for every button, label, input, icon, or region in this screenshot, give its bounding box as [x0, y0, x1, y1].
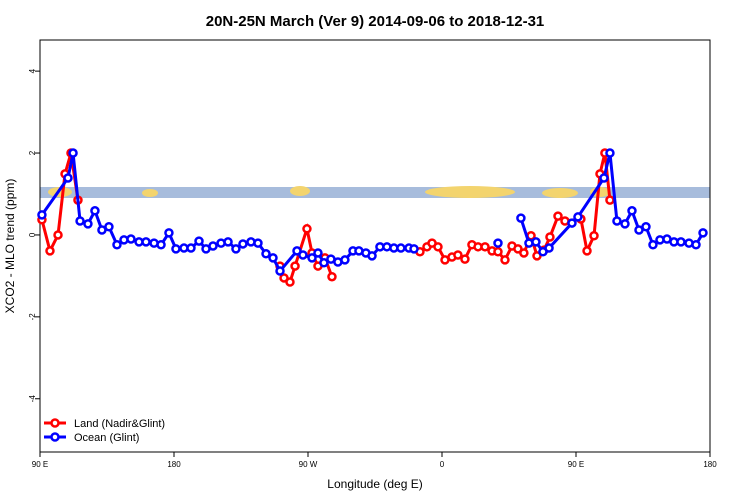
point	[83, 219, 93, 229]
point	[573, 212, 583, 222]
point	[513, 244, 523, 254]
legend-marker	[50, 418, 60, 428]
x-tick-label: 180	[703, 460, 717, 469]
map-strip	[40, 186, 710, 198]
point	[433, 242, 443, 252]
point	[298, 250, 308, 260]
y-tick-label: 2	[28, 150, 37, 155]
point	[126, 234, 136, 244]
point	[545, 232, 555, 242]
point	[605, 195, 615, 205]
point	[544, 243, 554, 253]
point	[302, 224, 312, 234]
legend-label: Land (Nadir&Glint)	[74, 418, 165, 430]
point	[612, 216, 622, 226]
point	[68, 148, 78, 158]
point	[620, 219, 630, 229]
point	[53, 230, 63, 240]
point	[285, 277, 295, 287]
point	[253, 238, 263, 248]
point	[194, 236, 204, 246]
point	[45, 246, 55, 256]
point	[605, 148, 615, 158]
point	[313, 248, 323, 258]
x-tick-label: 90 E	[568, 460, 584, 469]
point	[519, 248, 529, 258]
point	[104, 222, 114, 232]
point	[599, 173, 609, 183]
point	[290, 261, 300, 271]
point	[676, 237, 686, 247]
y-tick-label: 4	[28, 68, 37, 73]
point	[279, 273, 289, 283]
point	[231, 244, 241, 254]
point	[90, 206, 100, 216]
point	[516, 213, 526, 223]
point	[319, 258, 329, 268]
x-axis-title: Longitude (deg E)	[327, 477, 422, 491]
point	[500, 255, 510, 265]
point	[327, 271, 337, 282]
legend-label: Ocean (Glint)	[74, 432, 139, 444]
point	[37, 210, 47, 220]
point	[396, 243, 406, 253]
point	[627, 206, 637, 216]
point	[268, 253, 278, 263]
point	[460, 254, 470, 264]
point	[63, 173, 73, 183]
chart-title: 20N-25N March (Ver 9) 2014-09-06 to 2018…	[206, 13, 545, 30]
y-tick-label: -4	[28, 395, 37, 403]
point	[223, 237, 233, 247]
x-tick-label: 90 E	[32, 460, 48, 469]
x-tick-label: 90 W	[299, 460, 318, 469]
point	[367, 251, 377, 261]
point	[171, 244, 181, 254]
point	[589, 231, 599, 241]
point	[634, 225, 644, 235]
y-tick-label: 0	[28, 232, 37, 237]
point	[156, 240, 166, 250]
x-tick-label: 0	[440, 460, 445, 469]
point	[307, 253, 317, 263]
point	[75, 216, 85, 226]
point	[208, 241, 218, 251]
point	[532, 251, 542, 261]
point	[409, 244, 419, 254]
legend-marker	[50, 432, 60, 442]
x-tick-label: 180	[167, 460, 181, 469]
point	[531, 237, 541, 247]
point	[238, 239, 248, 249]
y-axis-title: XCO2 - MLO trend (ppm)	[3, 179, 17, 314]
point	[340, 255, 350, 265]
point	[112, 240, 122, 250]
point	[186, 243, 196, 253]
point	[582, 246, 592, 256]
point	[141, 237, 151, 247]
point	[292, 246, 302, 256]
point	[493, 238, 503, 248]
point	[164, 228, 174, 238]
point	[493, 246, 503, 257]
point	[698, 228, 708, 238]
plot-frame	[39, 39, 711, 453]
y-tick-label: -2	[28, 313, 37, 321]
point	[453, 250, 463, 260]
point	[480, 242, 490, 252]
point	[275, 266, 285, 276]
point	[648, 240, 658, 250]
point	[261, 249, 271, 259]
point	[691, 240, 701, 250]
point	[97, 225, 107, 235]
point	[567, 218, 577, 228]
point	[641, 222, 651, 232]
point	[553, 211, 563, 221]
